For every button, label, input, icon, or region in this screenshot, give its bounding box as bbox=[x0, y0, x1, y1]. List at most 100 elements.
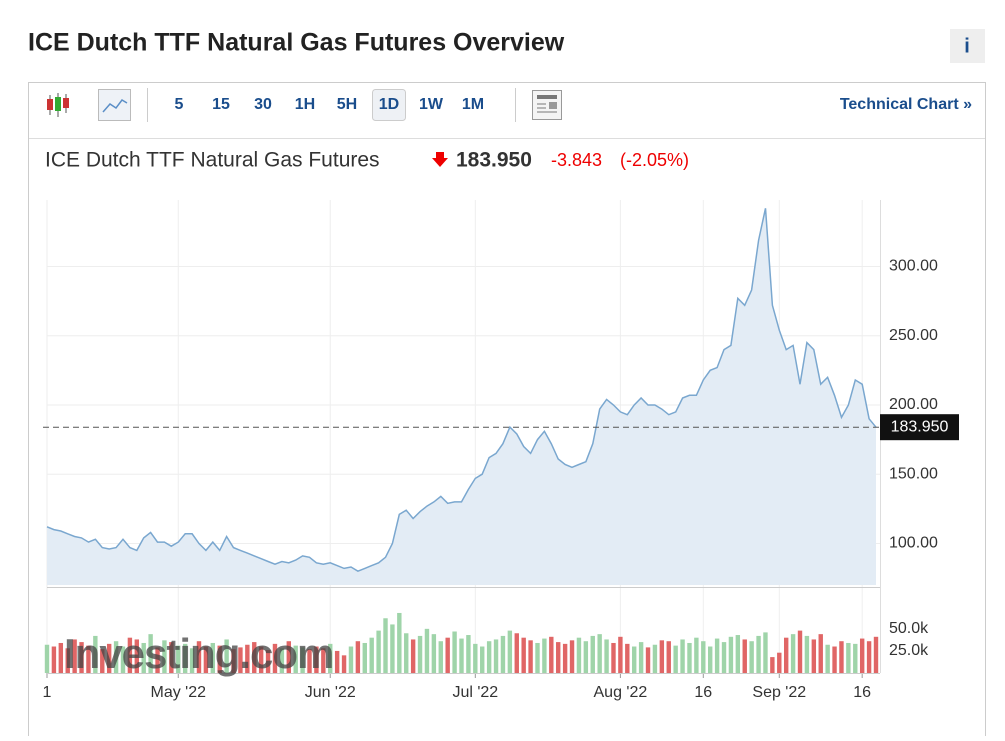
volume-tick-label: 25.0k bbox=[889, 642, 929, 659]
volume-bar bbox=[404, 633, 409, 673]
volume-bar bbox=[169, 642, 174, 673]
volume-bar bbox=[44, 644, 50, 673]
watermark: Investing.com bbox=[64, 630, 333, 677]
volume-bar bbox=[224, 639, 229, 673]
volume-bar bbox=[708, 646, 713, 673]
volume-bar bbox=[493, 639, 499, 673]
y-tick-label: 300.00 bbox=[889, 258, 938, 275]
volume-bar bbox=[694, 637, 699, 673]
volume-bar bbox=[127, 637, 133, 673]
volume-bar bbox=[480, 646, 485, 673]
quote-percent: (-2.05%) bbox=[620, 150, 689, 170]
volume-bar bbox=[65, 648, 70, 673]
area-fill bbox=[47, 208, 876, 586]
volume-bar bbox=[556, 642, 561, 673]
volume-bar bbox=[859, 638, 865, 673]
interval-button[interactable]: 1M bbox=[462, 96, 484, 113]
technical-chart-link[interactable]: Technical Chart » bbox=[840, 96, 972, 113]
volume-bar bbox=[93, 635, 98, 673]
volume-bar bbox=[832, 646, 837, 673]
info-button[interactable]: i bbox=[950, 29, 985, 63]
interval-label: 1W bbox=[419, 96, 444, 113]
volume-bar bbox=[120, 646, 126, 673]
news-icon[interactable] bbox=[532, 90, 562, 120]
volume-bar bbox=[645, 647, 651, 673]
line-icon[interactable] bbox=[98, 89, 131, 121]
volume-bar bbox=[583, 641, 589, 673]
interval-button[interactable]: 15 bbox=[212, 96, 230, 113]
volume-bar bbox=[162, 640, 167, 673]
volume-bar bbox=[376, 630, 381, 673]
volume-bar bbox=[562, 643, 568, 673]
last-price-label: 183.950 bbox=[891, 418, 949, 435]
volume-bar bbox=[569, 640, 575, 673]
volume-bar bbox=[680, 639, 685, 673]
volume-bar bbox=[431, 634, 437, 673]
volume-bar bbox=[196, 641, 202, 673]
volume-bar bbox=[272, 643, 278, 673]
volume-bar bbox=[818, 634, 823, 673]
volume-bar bbox=[721, 642, 727, 673]
interval-button[interactable]: 1W bbox=[419, 96, 444, 113]
volume-bar bbox=[369, 637, 374, 673]
quote-change: -3.843 bbox=[551, 150, 602, 170]
y-tick-label: 200.00 bbox=[889, 396, 938, 413]
interval-button[interactable]: 5 bbox=[175, 96, 184, 113]
volume-bar bbox=[797, 630, 803, 673]
volume-bar bbox=[853, 643, 858, 673]
volume-bar bbox=[390, 624, 395, 673]
volume-bar bbox=[286, 641, 291, 673]
volume-bar bbox=[410, 639, 416, 673]
volume-bar bbox=[438, 641, 443, 673]
volume-bar bbox=[245, 644, 250, 673]
y-tick-label: 250.00 bbox=[889, 327, 938, 344]
volume-bar bbox=[79, 642, 84, 673]
volume-bar bbox=[51, 646, 57, 673]
interval-label: 15 bbox=[212, 96, 230, 113]
quote-name: ICE Dutch TTF Natural Gas Futures bbox=[45, 149, 380, 172]
volume-bar bbox=[749, 641, 754, 673]
volume-bar bbox=[846, 642, 851, 673]
quote-price: 183.950 bbox=[456, 149, 532, 172]
volume-bar bbox=[383, 618, 388, 673]
volume-bar bbox=[452, 631, 457, 673]
volume-bar bbox=[811, 639, 817, 673]
interval-label: 1D bbox=[379, 96, 399, 113]
interval-label: 1M bbox=[462, 96, 484, 113]
panel-border bbox=[28, 82, 986, 741]
volume-bar bbox=[535, 642, 540, 673]
volume-bar bbox=[783, 637, 789, 673]
interval-button[interactable]: 30 bbox=[254, 96, 272, 113]
volume-bar bbox=[804, 635, 810, 673]
volume-bar bbox=[72, 639, 77, 673]
volume-bar bbox=[742, 639, 747, 673]
volume-bar bbox=[542, 638, 547, 673]
info-icon: i bbox=[964, 35, 970, 57]
volume-bar bbox=[514, 633, 519, 673]
candle-icon[interactable] bbox=[47, 93, 69, 117]
x-tick-label: Jul '22 bbox=[452, 684, 498, 701]
volume-bar bbox=[763, 632, 768, 673]
interval-label: 5 bbox=[175, 96, 184, 113]
volume-bar bbox=[770, 657, 775, 673]
volume-bar bbox=[486, 641, 492, 673]
volume-bar bbox=[459, 638, 464, 673]
volume-bar bbox=[307, 649, 312, 673]
volume-bar bbox=[638, 642, 644, 673]
volume-bar bbox=[417, 635, 423, 673]
volume-bar bbox=[825, 644, 830, 673]
volume-bar bbox=[238, 647, 243, 673]
interval-button[interactable]: 5H bbox=[337, 96, 357, 113]
interval-button[interactable]: 1D bbox=[372, 89, 406, 121]
volume-bar bbox=[155, 647, 160, 673]
volume-bar bbox=[625, 643, 630, 673]
volume-bar bbox=[659, 640, 665, 673]
x-tick-label: Aug '22 bbox=[594, 684, 648, 701]
volume-bar bbox=[397, 612, 402, 673]
volume-bar bbox=[611, 642, 616, 673]
volume-bar bbox=[507, 630, 513, 673]
volume-bar bbox=[549, 636, 554, 673]
interval-button[interactable]: 1H bbox=[295, 96, 315, 113]
volume-bar bbox=[189, 648, 195, 673]
